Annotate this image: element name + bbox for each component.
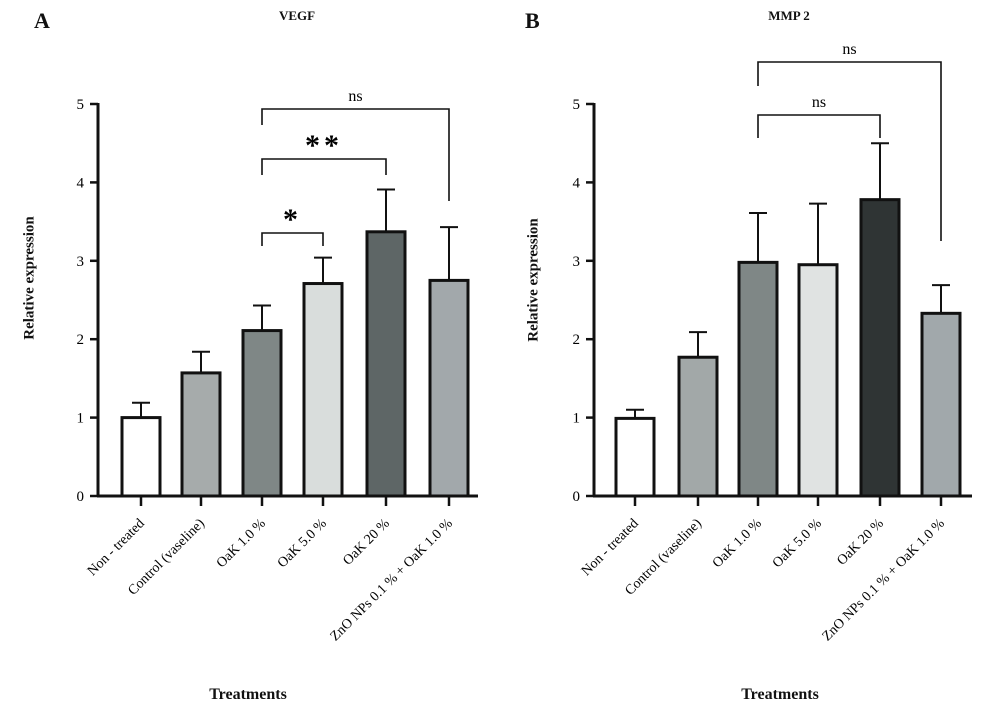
panel-b-title: MMP 2 [768, 8, 810, 23]
y-tick-label: 1 [77, 411, 85, 427]
significance-bracket [261, 158, 387, 175]
bar [797, 263, 839, 498]
bar [614, 416, 656, 498]
y-tick-label: 2 [77, 332, 85, 348]
y-tick-label: 5 [573, 97, 581, 113]
bar [180, 371, 222, 498]
significance-label: ns [812, 94, 826, 111]
y-tick-label: 0 [573, 489, 581, 505]
bar [677, 355, 719, 498]
x-tick-label: Non - treated [579, 516, 642, 579]
panel-b-letter: B [525, 8, 540, 33]
bar [241, 329, 283, 498]
bar [428, 278, 470, 498]
x-tick-label: OaK 1.0 % [710, 516, 765, 571]
x-tick-label: OaK 20 % [834, 516, 887, 569]
panel-a-letter: A [34, 8, 50, 33]
significance-label: ns [842, 41, 856, 58]
panel-a-title: VEGF [278, 8, 316, 23]
x-tick-label: ZnO NPs 0.1 % + OaK 1.0 % [820, 516, 948, 644]
panel-a-x-axis-label: Treatments [209, 686, 287, 703]
bar [120, 416, 162, 498]
bar [859, 198, 901, 498]
significance-bracket [261, 232, 324, 246]
significance-bracket [757, 114, 881, 138]
significance-label: ** [305, 129, 343, 162]
y-tick-label: 4 [573, 175, 581, 191]
y-tick-label: 2 [573, 332, 581, 348]
y-tick-label: 0 [77, 489, 85, 505]
y-tick-label: 3 [77, 254, 85, 270]
y-tick-label: 5 [77, 97, 85, 113]
y-tick-label: 3 [573, 254, 581, 270]
significance-label: ns [348, 88, 362, 105]
bar [737, 260, 779, 498]
y-tick-label: 4 [77, 175, 85, 191]
significance-label: * [283, 203, 302, 236]
significance-bracket [261, 108, 450, 201]
x-tick-label: OaK 5.0 % [770, 516, 825, 571]
significance-bracket [757, 61, 942, 241]
bar [365, 230, 407, 498]
bar [920, 311, 962, 498]
y-tick-label: 1 [573, 411, 581, 427]
panel-b-x-axis-label: Treatments [741, 686, 819, 703]
bar [302, 282, 344, 498]
